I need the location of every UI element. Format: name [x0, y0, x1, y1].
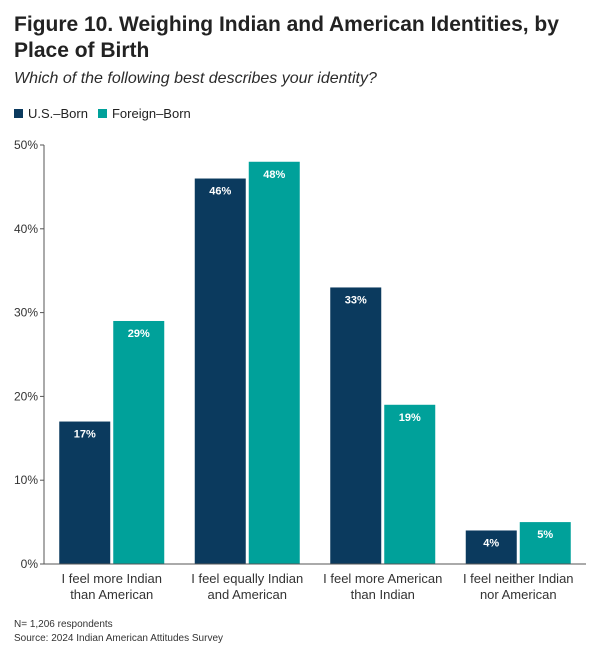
data-label: 29%	[128, 328, 150, 340]
x-category-label: I feel more American	[323, 571, 442, 586]
legend-swatch-foreign-born	[97, 109, 107, 118]
y-tick-label: 20%	[14, 389, 38, 403]
data-label: 5%	[537, 529, 553, 541]
source-note: Source: 2024 Indian American Attitudes S…	[14, 633, 224, 644]
x-category-label: than Indian	[351, 587, 415, 602]
legend-label-foreign-born: Foreign–Born	[111, 106, 191, 121]
legend-swatch-us-born	[14, 109, 23, 118]
data-label: 4%	[483, 537, 499, 549]
y-tick-label: 50%	[14, 138, 38, 152]
sample-size-note: N= 1,206 respondents	[14, 619, 113, 630]
bar-us-born	[59, 421, 111, 564]
data-label: 17%	[74, 429, 96, 441]
bar-foreign-born	[113, 320, 165, 564]
x-category-label: and American	[208, 587, 288, 602]
x-category-label: I feel equally Indian	[191, 571, 303, 586]
y-tick-label: 10%	[14, 473, 38, 487]
legend-item-foreign-born: Foreign–Born	[97, 106, 191, 121]
x-category-label: I feel more Indian	[62, 571, 162, 586]
bar-us-born	[330, 287, 382, 564]
y-tick-label: 30%	[14, 306, 38, 320]
bar-foreign-born	[248, 161, 300, 564]
x-category-label: than American	[70, 587, 153, 602]
chart-subtitle: Which of the following best describes yo…	[14, 70, 377, 87]
legend: U.S.–Born Foreign–Born	[14, 106, 201, 121]
y-tick-label: 40%	[14, 222, 38, 236]
bar-chart: 0% 10% 20% 30% 40% 50% 17% 29% I feel more India…	[14, 138, 586, 602]
x-category-label: nor American	[480, 587, 557, 602]
data-label: 46%	[209, 186, 231, 198]
legend-label-us-born: U.S.–Born	[28, 106, 88, 121]
bar-foreign-born	[519, 522, 571, 564]
bar-foreign-born	[384, 404, 436, 564]
chart-title: Figure 10. Weighing Indian and American …	[14, 13, 559, 62]
bar-us-born	[194, 178, 246, 564]
legend-item-us-born: U.S.–Born	[14, 106, 88, 121]
y-tick-label: 0%	[21, 557, 39, 571]
data-label: 48%	[263, 169, 285, 181]
x-category-label: I feel neither Indian	[463, 571, 574, 586]
data-label: 19%	[399, 412, 421, 424]
bar-us-born	[465, 530, 517, 564]
data-label: 33%	[345, 294, 367, 306]
